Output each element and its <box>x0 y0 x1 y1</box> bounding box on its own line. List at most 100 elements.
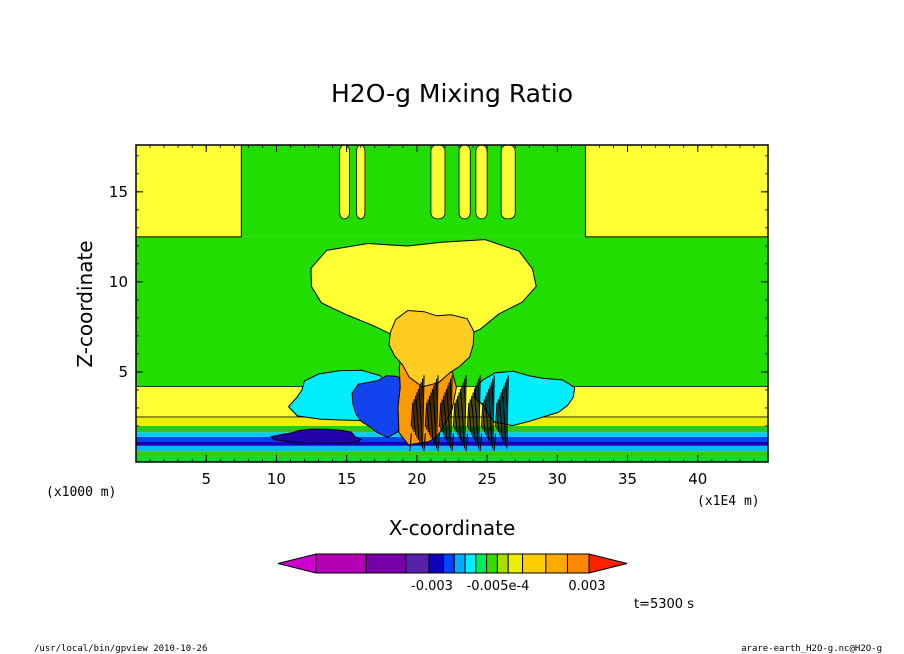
colorbar-cell <box>464 553 477 574</box>
footer-right: arare-earth_H2O-g.nc@H2O-g <box>741 644 882 654</box>
colorbar-cell <box>566 553 590 574</box>
colorbar-cell <box>545 553 568 574</box>
contour-line <box>465 433 469 452</box>
x-axis-label: X-coordinate <box>389 516 516 540</box>
x-axis-scale: (x1E4 m) <box>697 494 760 509</box>
contour-line <box>500 389 504 438</box>
colorbar-cell <box>507 553 524 574</box>
contour-line <box>472 389 476 438</box>
contour-line <box>493 433 497 452</box>
contour-line <box>462 378 466 446</box>
chart-title: H2O-g Mixing Ratio <box>331 79 573 108</box>
contour-band <box>136 432 768 437</box>
contour-line <box>496 399 499 430</box>
contour-line <box>434 378 438 446</box>
contour-line <box>483 395 487 433</box>
contour-line <box>504 378 508 446</box>
contour-line <box>444 389 448 438</box>
contour-line <box>409 433 412 452</box>
contour-line <box>492 375 495 449</box>
contour-line <box>466 402 470 427</box>
colorbar-label: 0.003 <box>568 579 605 594</box>
contour-line <box>469 395 473 433</box>
contour-fields <box>136 145 768 462</box>
colorbar-cell <box>443 553 455 574</box>
colorbar-cell <box>475 553 488 574</box>
contour-line <box>468 399 471 430</box>
footer-left: /usr/local/bin/gpview 2010-10-26 <box>34 644 207 654</box>
colorbar-cell <box>453 553 466 574</box>
contour-region <box>351 375 410 438</box>
contour-line <box>421 375 425 449</box>
contour-line <box>424 402 428 427</box>
contour-streak <box>356 145 366 220</box>
contour-line <box>441 395 445 433</box>
contour-line <box>410 402 414 427</box>
colorbar-cell <box>315 553 367 574</box>
x-tick-label: 25 <box>478 470 497 488</box>
x-tick-label: 20 <box>407 470 426 488</box>
y-axis-label: Z-coordinate <box>73 240 97 367</box>
contour-line <box>502 385 505 441</box>
contour-line <box>450 375 453 449</box>
contour-band <box>136 441 768 446</box>
contour-line <box>420 378 424 446</box>
contour-line <box>427 395 431 433</box>
contour-line <box>476 378 480 446</box>
contour-region <box>388 309 475 388</box>
y-tick-label: 10 <box>109 273 128 291</box>
contour-line <box>443 392 446 436</box>
contour-line <box>454 399 457 430</box>
contour-line <box>436 375 439 449</box>
contour-line <box>419 382 422 444</box>
contour-line <box>455 395 459 433</box>
contour-line <box>428 392 432 436</box>
contour-line <box>478 375 481 449</box>
x-tick-label: 35 <box>618 470 637 488</box>
contour-line <box>459 385 463 441</box>
contour-line <box>437 433 441 452</box>
contour-line <box>489 382 492 444</box>
contour-region <box>310 239 537 345</box>
x-tick-label: 15 <box>337 470 356 488</box>
contour-line <box>485 392 488 436</box>
contour-line <box>451 433 455 452</box>
contour-band <box>136 451 768 457</box>
contour-line <box>423 433 426 452</box>
contour-line <box>503 382 507 444</box>
contour-line <box>431 385 435 441</box>
contour-line <box>497 395 501 433</box>
contour-streak <box>475 145 488 220</box>
contour-line <box>494 402 498 427</box>
contour-region <box>136 145 242 238</box>
contour-streak <box>339 145 350 220</box>
contour-region <box>474 370 576 427</box>
contour-line <box>457 392 460 436</box>
colorbar-cell <box>522 553 547 574</box>
x-tick-label: 30 <box>548 470 567 488</box>
contour-line <box>482 399 485 430</box>
contour-line <box>416 389 419 438</box>
contour-line <box>471 392 474 436</box>
contour-line <box>433 382 436 444</box>
contour-streak <box>500 145 516 220</box>
contour-line <box>440 399 443 430</box>
plot-area: 5 10 15 20 25 30 35 40 5 10 15 <box>109 144 769 488</box>
contour-line <box>430 389 433 438</box>
contour-band <box>136 456 768 462</box>
colorbar-cell <box>365 553 407 574</box>
contour-region <box>584 145 768 238</box>
contour-band <box>136 416 768 426</box>
x-tick-label: 10 <box>267 470 286 488</box>
contour-line <box>506 375 509 449</box>
colorbar-cell <box>428 553 445 574</box>
colorbar-label: -0.005e-4 <box>467 579 530 594</box>
contour-line <box>448 378 452 446</box>
colorbar-cell <box>405 553 430 574</box>
contour-line <box>445 385 449 441</box>
contour-line <box>417 385 421 441</box>
x-axis-unit: (x1000 m) <box>46 485 116 500</box>
time-label: t=5300 s <box>634 597 694 612</box>
x-tick-label: 5 <box>201 470 211 488</box>
